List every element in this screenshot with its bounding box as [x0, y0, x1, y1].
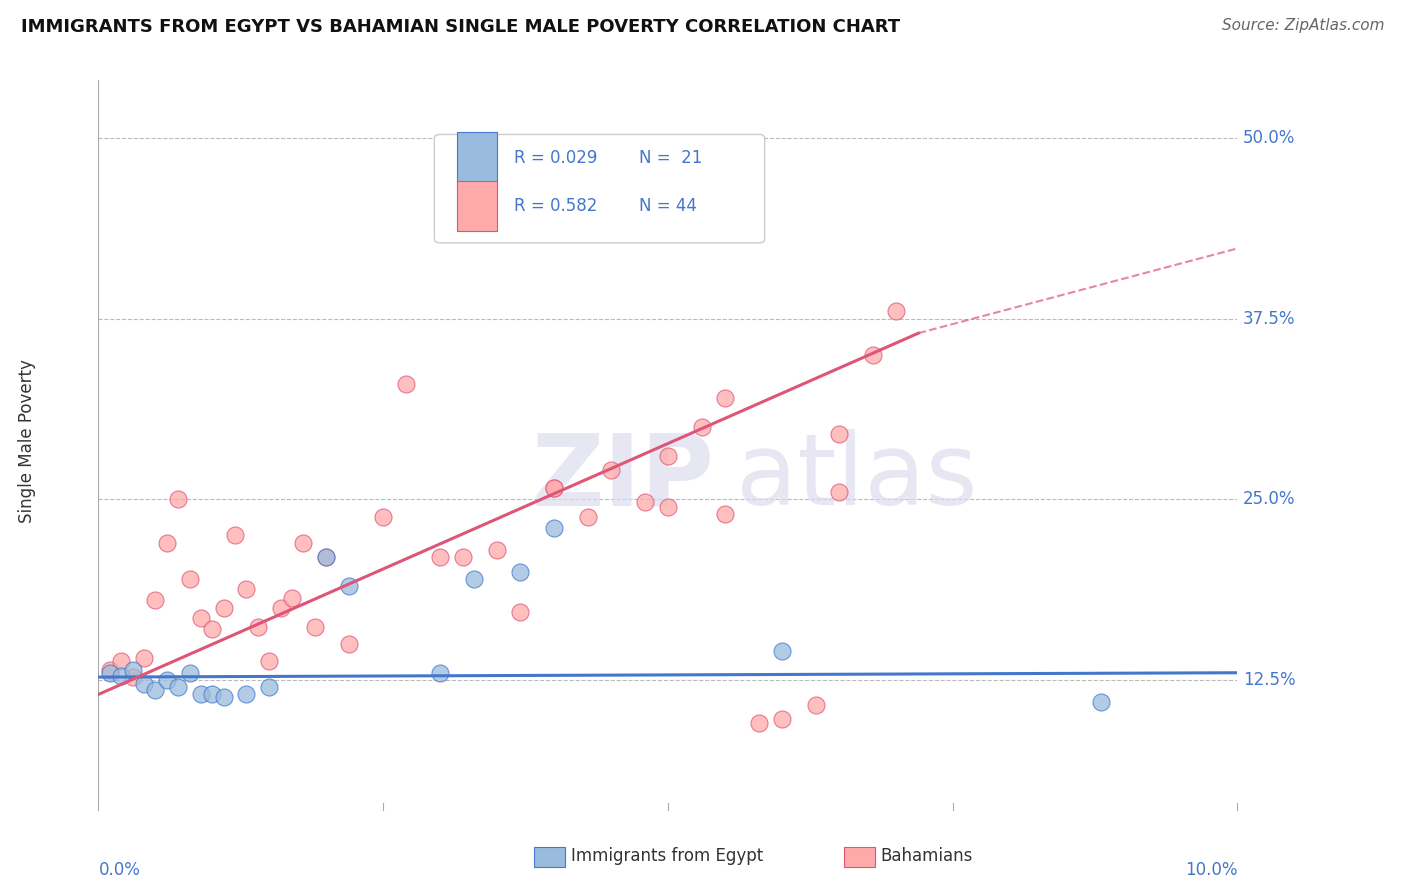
Point	[246, 619, 269, 633]
Text: Bahamians: Bahamians	[880, 847, 973, 865]
Text: atlas: atlas	[737, 429, 977, 526]
Text: 37.5%: 37.5%	[1243, 310, 1295, 327]
Point	[315, 550, 337, 565]
Point	[132, 677, 155, 691]
Point	[600, 463, 623, 477]
Point	[179, 665, 201, 680]
Point	[543, 521, 565, 535]
Point	[657, 500, 679, 514]
Text: N =  21: N = 21	[640, 149, 703, 167]
Text: 10.0%: 10.0%	[1185, 861, 1237, 879]
Point	[770, 644, 793, 658]
Point	[167, 680, 190, 694]
Point	[395, 376, 418, 391]
Point	[804, 698, 827, 712]
Point	[714, 391, 737, 405]
Text: Single Male Poverty: Single Male Poverty	[18, 359, 35, 524]
Point	[110, 654, 132, 668]
Point	[110, 668, 132, 682]
Point	[167, 492, 190, 507]
Point	[259, 654, 281, 668]
Point	[190, 611, 212, 625]
Point	[373, 509, 395, 524]
Point	[132, 651, 155, 665]
Text: Immigrants from Egypt: Immigrants from Egypt	[571, 847, 763, 865]
Bar	[457, 132, 498, 183]
Point	[463, 572, 485, 586]
Point	[145, 593, 167, 607]
Point	[576, 509, 599, 524]
Point	[634, 495, 657, 509]
Point	[509, 605, 531, 619]
Point	[235, 582, 257, 596]
Point	[98, 663, 121, 677]
Text: ZIP: ZIP	[531, 429, 714, 526]
Text: R = 0.029: R = 0.029	[515, 149, 598, 167]
Point	[828, 485, 851, 500]
Point	[259, 680, 281, 694]
Text: 12.5%: 12.5%	[1243, 671, 1295, 689]
Point	[224, 528, 246, 542]
Point	[98, 665, 121, 680]
Bar	[457, 181, 498, 231]
Point	[770, 712, 793, 726]
Point	[281, 591, 304, 605]
Point	[657, 449, 679, 463]
Point	[304, 619, 326, 633]
Point	[451, 550, 474, 565]
Text: 25.0%: 25.0%	[1243, 491, 1295, 508]
Point	[121, 663, 143, 677]
Point	[337, 579, 360, 593]
Point	[884, 304, 907, 318]
Point	[690, 420, 713, 434]
Point	[156, 673, 179, 687]
Point	[190, 687, 212, 701]
Point	[828, 427, 851, 442]
Text: N = 44: N = 44	[640, 197, 697, 215]
Point	[714, 507, 737, 521]
Point	[212, 600, 235, 615]
Point	[429, 665, 451, 680]
Point	[315, 550, 337, 565]
FancyBboxPatch shape	[434, 135, 765, 243]
Point	[121, 670, 143, 684]
Point	[292, 535, 315, 549]
Text: 50.0%: 50.0%	[1243, 129, 1295, 147]
Point	[235, 687, 257, 701]
Point	[862, 348, 884, 362]
Point	[543, 481, 565, 495]
Point	[543, 481, 565, 495]
Text: IMMIGRANTS FROM EGYPT VS BAHAMIAN SINGLE MALE POVERTY CORRELATION CHART: IMMIGRANTS FROM EGYPT VS BAHAMIAN SINGLE…	[21, 18, 900, 36]
Point	[748, 716, 770, 731]
Text: Source: ZipAtlas.com: Source: ZipAtlas.com	[1222, 18, 1385, 33]
Point	[156, 535, 179, 549]
Point	[486, 542, 509, 557]
Point	[145, 683, 167, 698]
Point	[429, 550, 451, 565]
Point	[201, 687, 224, 701]
Point	[179, 572, 201, 586]
Point	[509, 565, 531, 579]
Point	[201, 623, 224, 637]
Point	[212, 690, 235, 705]
Text: R = 0.582: R = 0.582	[515, 197, 598, 215]
Point	[337, 637, 360, 651]
Text: 0.0%: 0.0%	[98, 861, 141, 879]
Point	[1090, 695, 1112, 709]
Point	[270, 600, 292, 615]
